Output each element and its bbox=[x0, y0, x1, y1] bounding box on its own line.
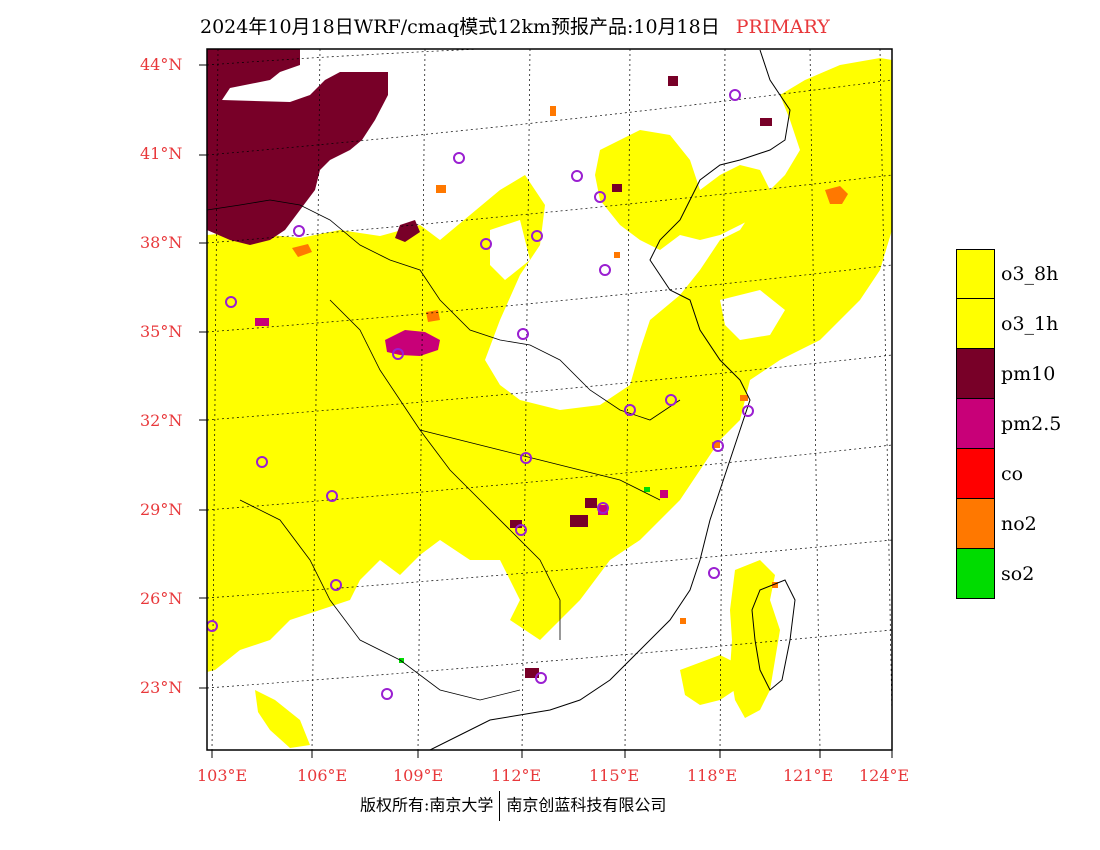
copyright-left: 版权所有:南京大学 bbox=[360, 795, 494, 815]
legend-item: pm2.5 bbox=[956, 399, 1061, 449]
lat-label: 26°N bbox=[140, 589, 183, 608]
lat-label: 29°N bbox=[140, 500, 183, 519]
station-markers bbox=[207, 89, 754, 700]
copyright-right: 南京创蓝科技有限公司 bbox=[506, 795, 667, 815]
legend-item: co bbox=[956, 449, 1061, 499]
legend-swatch bbox=[956, 249, 995, 299]
legend-label: o3_8h bbox=[1001, 263, 1059, 285]
lon-label: 103°E bbox=[197, 766, 248, 785]
map-frame bbox=[206, 48, 893, 751]
lon-label: 115°E bbox=[589, 766, 640, 785]
legend-label: no2 bbox=[1001, 513, 1037, 535]
legend-swatch bbox=[956, 449, 995, 499]
o3-area-south bbox=[680, 655, 740, 705]
legend-item: so2 bbox=[956, 549, 1061, 599]
lat-label: 44°N bbox=[140, 55, 183, 74]
legend: o3_8h o3_1h pm10 pm2.5 co no2 so2 bbox=[956, 249, 1061, 599]
legend-swatch bbox=[956, 549, 995, 599]
lon-label: 106°E bbox=[297, 766, 348, 785]
no2-area-1 bbox=[825, 186, 848, 204]
legend-label: o3_1h bbox=[1001, 313, 1059, 335]
o3-area-ne bbox=[800, 195, 880, 270]
legend-swatch bbox=[956, 399, 995, 449]
legend-item: no2 bbox=[956, 499, 1061, 549]
legend-label: co bbox=[1001, 463, 1024, 485]
o3-area bbox=[207, 58, 892, 672]
lat-label: 38°N bbox=[140, 233, 183, 252]
primary-tag: PRIMARY bbox=[735, 16, 830, 38]
map-title: 2024年10月18日WRF/cmaq模式12km预报产品:10月18日 PRIM… bbox=[200, 12, 980, 42]
copyright: 版权所有:南京大学 南京创蓝科技有限公司 bbox=[360, 791, 666, 821]
lat-label: 35°N bbox=[140, 322, 183, 341]
lat-label: 32°N bbox=[140, 411, 183, 430]
o3-area-sw bbox=[255, 690, 310, 748]
legend-label: pm10 bbox=[1001, 363, 1056, 385]
legend-label: so2 bbox=[1001, 563, 1035, 585]
legend-swatch bbox=[956, 299, 995, 349]
legend-swatch bbox=[956, 349, 995, 399]
lon-label: 118°E bbox=[687, 766, 738, 785]
legend-swatch bbox=[956, 499, 995, 549]
legend-label: pm2.5 bbox=[1001, 413, 1062, 435]
legend-item: o3_1h bbox=[956, 299, 1061, 349]
lon-label: 124°E bbox=[859, 766, 910, 785]
lat-label: 23°N bbox=[140, 678, 183, 697]
legend-item: o3_8h bbox=[956, 249, 1061, 299]
legend-item: pm10 bbox=[956, 349, 1061, 399]
lon-label: 121°E bbox=[783, 766, 834, 785]
lon-label: 109°E bbox=[393, 766, 444, 785]
title-text: 2024年10月18日WRF/cmaq模式12km预报产品:10月18日 bbox=[200, 16, 720, 38]
o3-area-north bbox=[595, 130, 770, 250]
lat-label: 41°N bbox=[140, 144, 183, 163]
lon-label: 112°E bbox=[491, 766, 542, 785]
